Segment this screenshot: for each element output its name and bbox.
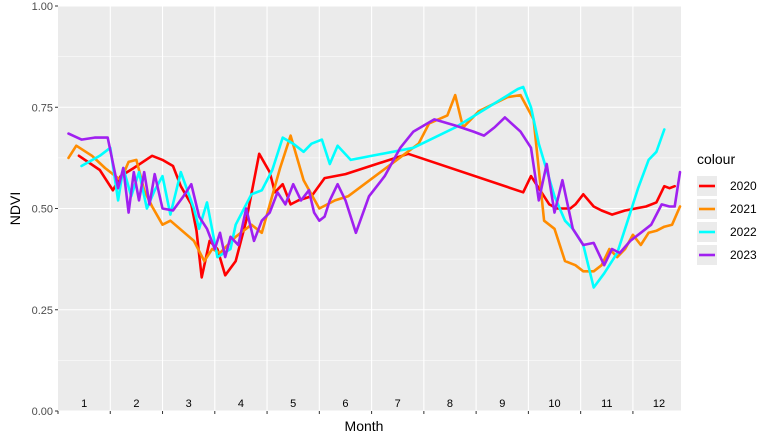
month-labels: 1 2 3 4 5 6 7 8 9 10 11 12 (81, 398, 665, 410)
y-axis: 0.00 0.25 0.50 0.75 1.00 (32, 1, 58, 418)
legend-label-2020: 2020 (730, 179, 757, 193)
y-tick-label: 1.00 (32, 1, 53, 13)
month-label: 11 (601, 398, 612, 410)
y-tick-label: 0.00 (32, 406, 53, 418)
month-label: 6 (342, 398, 348, 410)
x-axis-title: Month (345, 418, 384, 434)
y-axis-title: NDVI (7, 192, 23, 225)
month-label: 10 (548, 398, 560, 410)
month-label: 2 (133, 398, 139, 410)
month-label: 7 (395, 398, 401, 410)
month-label: 1 (81, 398, 87, 410)
legend-label-2022: 2022 (730, 225, 757, 239)
series-line-2020 (77, 152, 676, 279)
legend-label-2021: 2021 (730, 202, 757, 216)
series-lines (67, 85, 682, 289)
month-label: 3 (186, 398, 192, 410)
legend-label-2023: 2023 (730, 248, 757, 262)
x-axis (57, 411, 634, 414)
legend: colour 2020 2021 2022 2023 (697, 151, 757, 265)
y-tick-label: 0.75 (32, 102, 53, 114)
month-label: 5 (290, 398, 296, 410)
month-label: 4 (238, 398, 244, 410)
month-label: 12 (653, 398, 665, 410)
month-label: 9 (499, 398, 505, 410)
y-tick-label: 0.25 (32, 305, 53, 317)
y-tick-label: 0.50 (32, 204, 53, 216)
legend-title: colour (697, 151, 735, 167)
series-line-2023 (67, 116, 682, 267)
month-label: 8 (447, 398, 453, 410)
